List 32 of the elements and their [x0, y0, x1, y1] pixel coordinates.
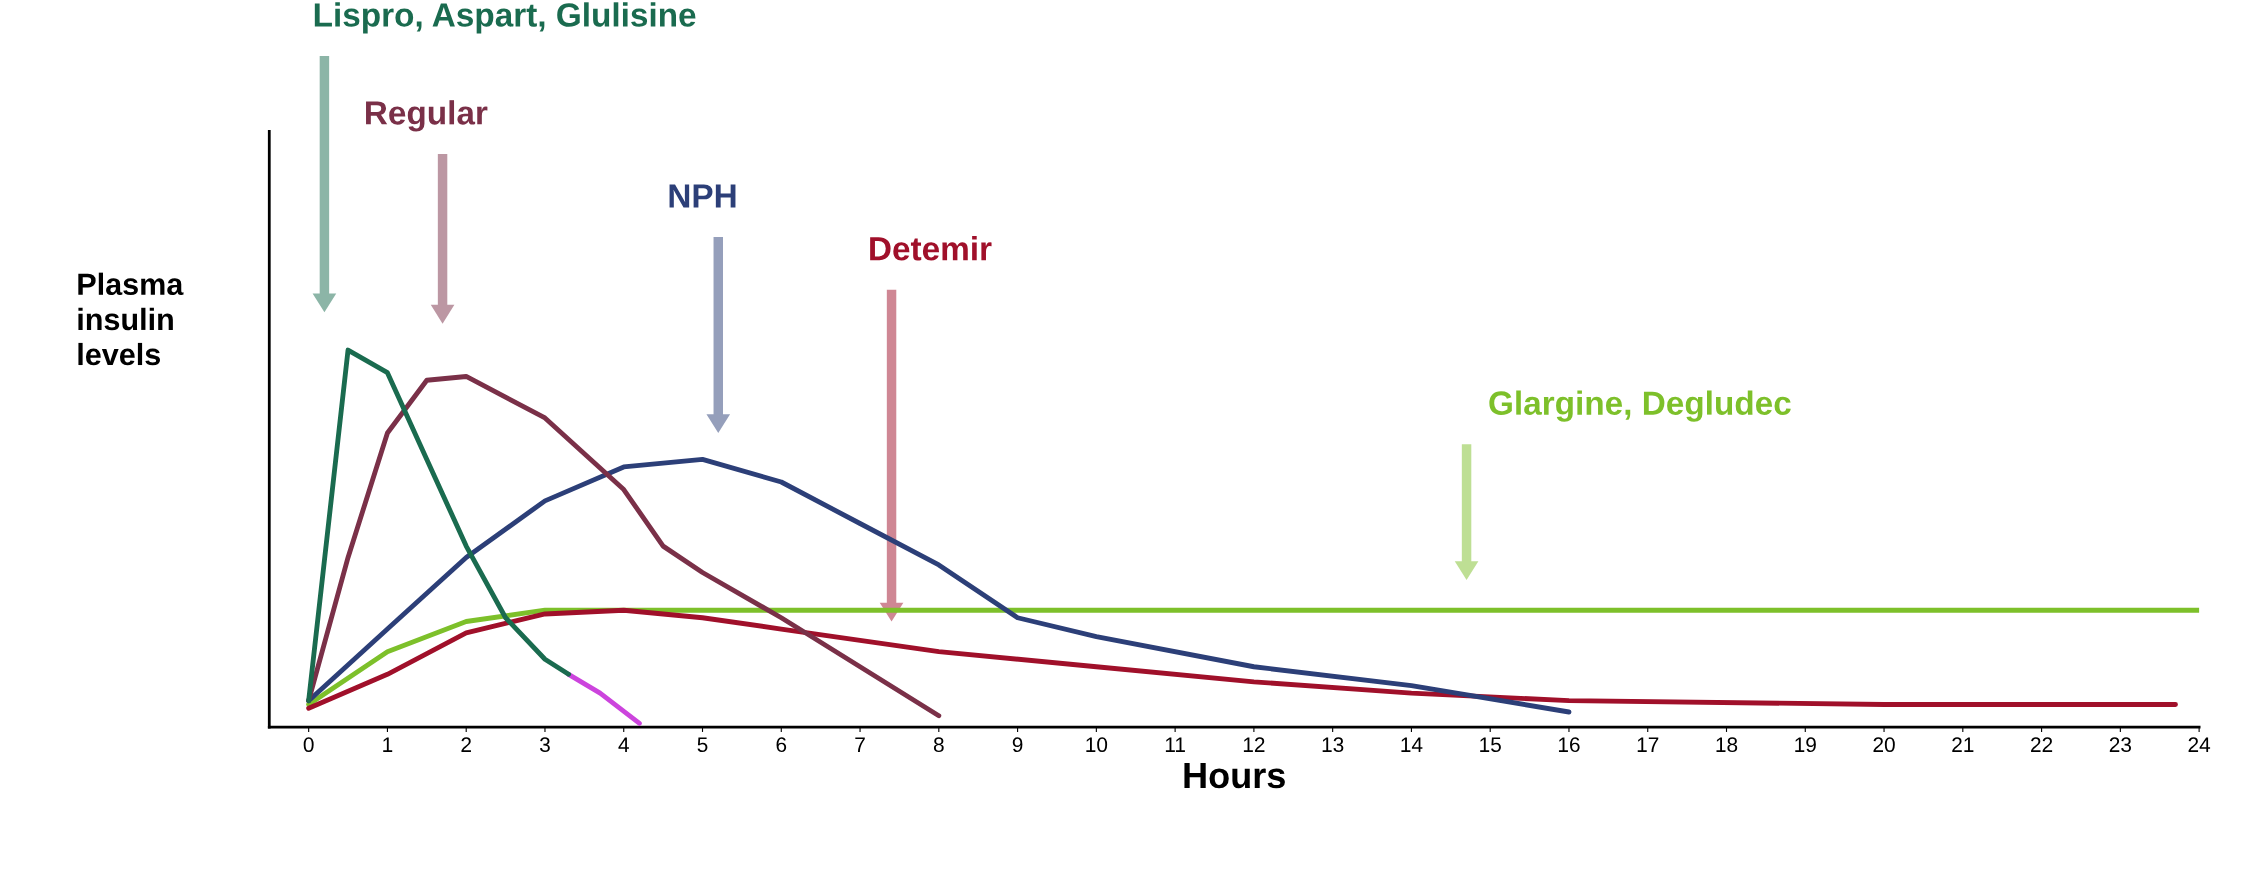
x-tick-label: 17: [1637, 737, 1659, 752]
annotation: Glargine, Degludec: [1489, 390, 1791, 422]
x-tick-label: 9: [1012, 737, 1023, 753]
x-tick-label: 8: [933, 737, 944, 753]
x-tick-label: 23: [2109, 737, 2132, 753]
x-tick-label: 13: [1322, 737, 1344, 753]
x-tick-label: 2: [461, 737, 471, 752]
text: Regular: [366, 100, 488, 132]
text: Lispro, Aspart, Glulisine: [314, 2, 696, 34]
text: NPH: [669, 184, 736, 208]
x-tick-label: 4: [618, 737, 629, 752]
y-axis-title: Plasma insulin levels: [78, 272, 184, 366]
x-tick-label: 15: [1480, 737, 1501, 753]
x-tick-label: 7: [855, 737, 865, 752]
x-tick-label: 20: [1873, 737, 1895, 753]
x-tick-label: 6: [776, 737, 787, 753]
x-tick-label: 1: [383, 737, 393, 752]
x-tick-label: 10: [1086, 737, 1108, 753]
x-tick-label: 19: [1795, 737, 1816, 753]
x-tick-label: 0: [303, 737, 314, 753]
x-tick-label: 18: [1716, 737, 1738, 753]
x-tick-label: 3: [539, 737, 550, 753]
x-tick-label: 22: [2031, 737, 2053, 752]
text: Detemir: [870, 236, 992, 261]
x-tick-label: 11: [1165, 737, 1185, 752]
x-tick-label: 24: [2188, 737, 2211, 752]
x-tick-label: 12: [1243, 737, 1265, 752]
x-axis-title: Hours: [1184, 763, 1285, 789]
x-tick-label: 16: [1558, 737, 1580, 753]
x-tick-label: 5: [697, 737, 708, 753]
x-tick-label: 21: [1952, 737, 1974, 752]
x-tick-label: 14: [1401, 737, 1423, 752]
